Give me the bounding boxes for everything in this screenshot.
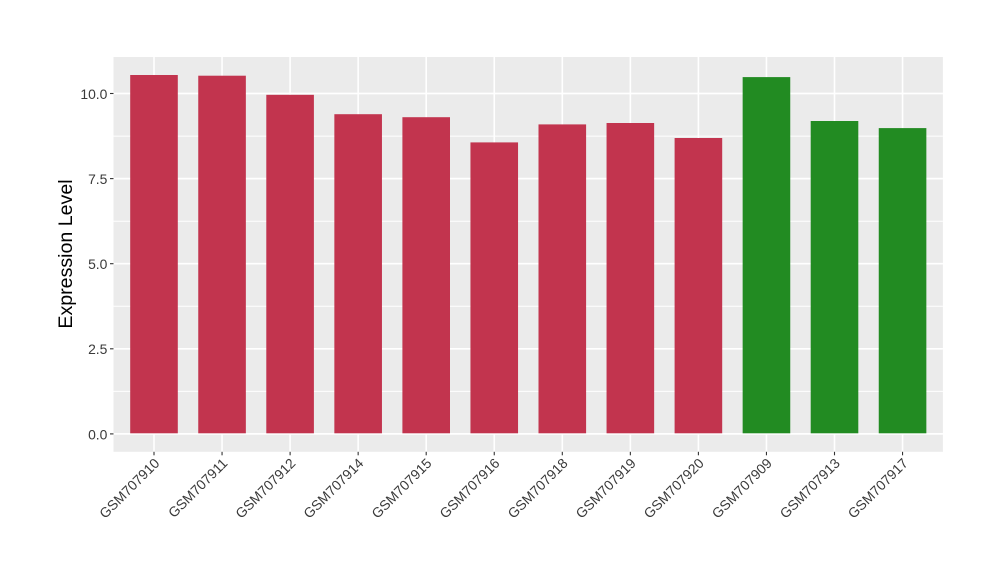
svg-text:5.0: 5.0: [88, 256, 108, 272]
svg-text:Expression Level: Expression Level: [55, 179, 77, 328]
svg-text:10.0: 10.0: [80, 86, 107, 102]
svg-text:2.5: 2.5: [88, 341, 108, 357]
svg-text:7.5: 7.5: [88, 171, 108, 187]
svg-text:0.0: 0.0: [88, 426, 108, 442]
